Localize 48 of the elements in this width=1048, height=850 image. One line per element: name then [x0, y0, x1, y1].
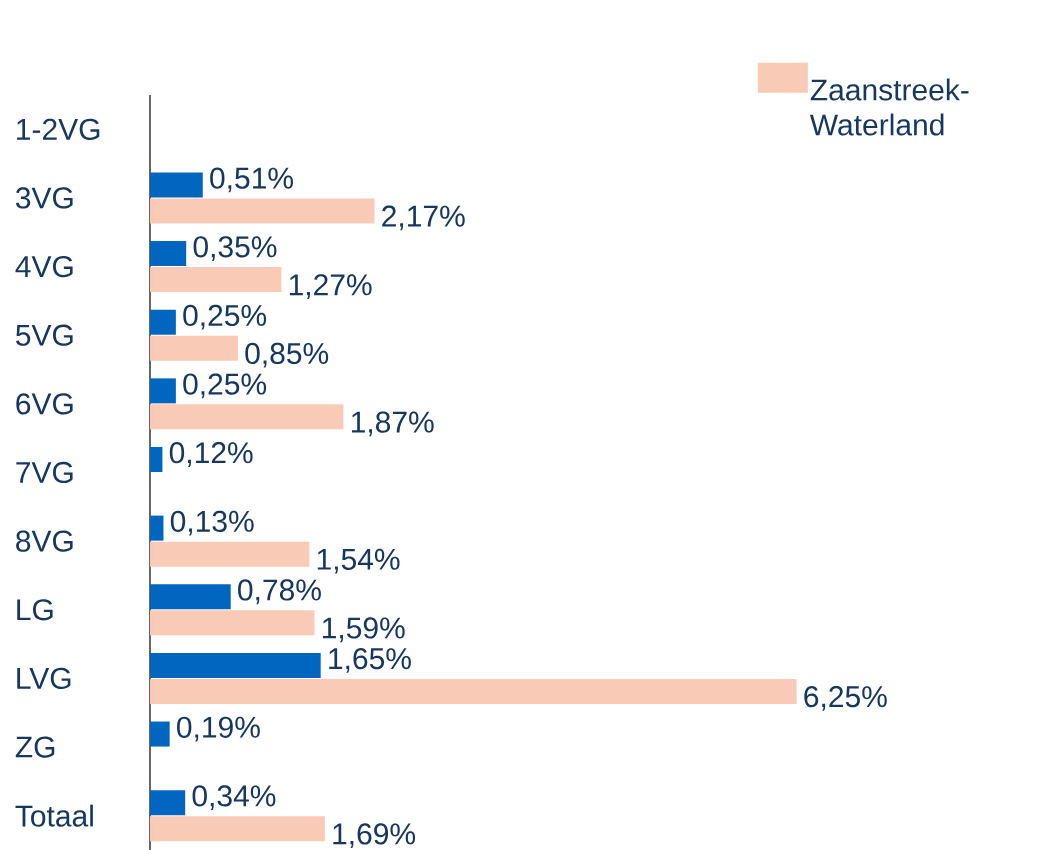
bar [150, 447, 163, 472]
bar [150, 678, 797, 704]
data-label: 0,19% [177, 716, 260, 742]
y-tick-label: 3VG [15, 187, 73, 209]
y-tick-label: ZG [15, 736, 55, 758]
bar [150, 404, 344, 430]
bar [150, 309, 176, 335]
y-tick-label: 1-2VG [17, 118, 100, 140]
data-label: 1,27% [289, 274, 372, 299]
data-label: 0,13% [170, 510, 254, 536]
bar [150, 584, 231, 610]
data-label: 0,78% [238, 579, 321, 605]
y-tick-label: 8VG [16, 530, 73, 552]
data-label: 0,25% [183, 373, 267, 399]
bar [150, 267, 282, 293]
bar [150, 652, 321, 678]
y-tick-label: 5VG [16, 324, 73, 346]
bar [150, 241, 187, 267]
data-label: 1,59% [322, 617, 405, 643]
data-label: 0,85% [245, 342, 329, 368]
data-label: 0,12% [169, 442, 253, 467]
y-tick-label: LG [17, 599, 53, 621]
data-label: 0,35% [193, 236, 277, 261]
data-label: 2,17% [382, 205, 465, 231]
y-tick-label: 4VG [15, 255, 73, 278]
bar [150, 541, 310, 567]
data-label: 1,87% [351, 411, 434, 437]
y-tick-label: LVG [17, 667, 71, 690]
bar [150, 790, 186, 816]
bar [150, 198, 375, 224]
data-label: 0,34% [192, 785, 276, 811]
data-label: 1,65% [329, 648, 411, 673]
bar [150, 721, 170, 747]
bar [150, 515, 164, 541]
data-label: 1,54% [317, 548, 400, 574]
legend-label: Zaanstreek-Waterland [809, 78, 969, 136]
data-label: 0,51% [210, 167, 293, 193]
y-tick-label: Totaal [15, 804, 93, 827]
bar [150, 172, 203, 198]
data-label: 0,25% [183, 304, 267, 330]
y-tick-label: 7VG [16, 461, 73, 484]
data-label: 1,69% [333, 823, 416, 849]
bar [150, 816, 325, 842]
y-tick-label: 6VG [16, 393, 73, 415]
bar [150, 610, 315, 636]
bar [150, 335, 238, 361]
bar [150, 378, 176, 404]
data-label: 6,25% [804, 686, 887, 711]
